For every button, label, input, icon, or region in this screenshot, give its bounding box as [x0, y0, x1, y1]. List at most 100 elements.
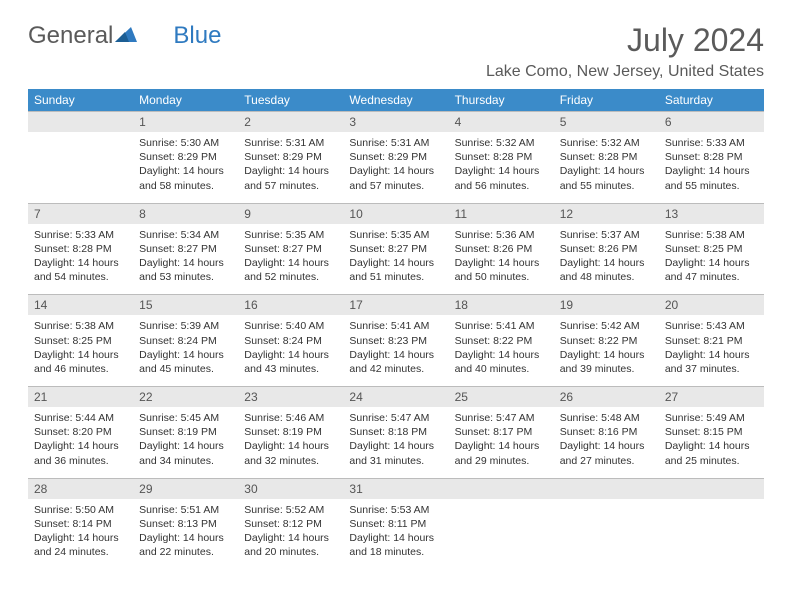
daylight-text: Daylight: 14 hours and 18 minutes. [349, 531, 442, 559]
sunset-text: Sunset: 8:21 PM [665, 334, 758, 348]
sunset-text: Sunset: 8:29 PM [349, 150, 442, 164]
day-number-row: 21222324252627 [28, 387, 764, 408]
day-data-row: Sunrise: 5:30 AMSunset: 8:29 PMDaylight:… [28, 132, 764, 203]
day-data-cell: Sunrise: 5:38 AMSunset: 8:25 PMDaylight:… [659, 224, 764, 295]
sunset-text: Sunset: 8:23 PM [349, 334, 442, 348]
day-number-cell: 20 [659, 295, 764, 316]
sunrise-text: Sunrise: 5:32 AM [560, 136, 653, 150]
day-number-cell: 10 [343, 203, 448, 224]
sunrise-text: Sunrise: 5:46 AM [244, 411, 337, 425]
sunset-text: Sunset: 8:18 PM [349, 425, 442, 439]
sunset-text: Sunset: 8:13 PM [139, 517, 232, 531]
day-data-cell: Sunrise: 5:47 AMSunset: 8:18 PMDaylight:… [343, 407, 448, 478]
sunrise-text: Sunrise: 5:50 AM [34, 503, 127, 517]
day-number-cell: 3 [343, 112, 448, 133]
header: General Blue July 2024 Lake Como, New Je… [28, 22, 764, 81]
sunset-text: Sunset: 8:28 PM [560, 150, 653, 164]
sunset-text: Sunset: 8:27 PM [139, 242, 232, 256]
day-number-cell: 8 [133, 203, 238, 224]
daylight-text: Daylight: 14 hours and 51 minutes. [349, 256, 442, 284]
sunset-text: Sunset: 8:15 PM [665, 425, 758, 439]
sunset-text: Sunset: 8:29 PM [139, 150, 232, 164]
sunrise-text: Sunrise: 5:38 AM [34, 319, 127, 333]
day-number-cell: 9 [238, 203, 343, 224]
sunset-text: Sunset: 8:19 PM [244, 425, 337, 439]
weekday-header: Saturday [659, 89, 764, 112]
calendar-header-row: SundayMondayTuesdayWednesdayThursdayFrid… [28, 89, 764, 112]
day-number-row: 123456 [28, 112, 764, 133]
day-number-cell: 28 [28, 478, 133, 499]
sunset-text: Sunset: 8:20 PM [34, 425, 127, 439]
day-data-cell: Sunrise: 5:35 AMSunset: 8:27 PMDaylight:… [343, 224, 448, 295]
daylight-text: Daylight: 14 hours and 20 minutes. [244, 531, 337, 559]
day-data-cell: Sunrise: 5:41 AMSunset: 8:23 PMDaylight:… [343, 315, 448, 386]
day-data-cell: Sunrise: 5:48 AMSunset: 8:16 PMDaylight:… [554, 407, 659, 478]
day-number-cell: 13 [659, 203, 764, 224]
day-data-row: Sunrise: 5:38 AMSunset: 8:25 PM Daylight:… [28, 315, 764, 386]
day-number-cell: 17 [343, 295, 448, 316]
day-data-row: Sunrise: 5:50 AMSunset: 8:14 PMDaylight:… [28, 499, 764, 570]
weekday-header: Thursday [449, 89, 554, 112]
day-data-cell: Sunrise: 5:31 AMSunset: 8:29 PMDaylight:… [343, 132, 448, 203]
sunrise-text: Sunrise: 5:40 AM [244, 319, 337, 333]
daylight-text: Daylight: 14 hours and 50 minutes. [455, 256, 548, 284]
day-data-cell: Sunrise: 5:49 AMSunset: 8:15 PMDaylight:… [659, 407, 764, 478]
day-number-cell: 25 [449, 387, 554, 408]
calendar-table: SundayMondayTuesdayWednesdayThursdayFrid… [28, 89, 764, 569]
day-number-cell: 2 [238, 112, 343, 133]
sunrise-text: Sunrise: 5:52 AM [244, 503, 337, 517]
day-data-cell [449, 499, 554, 570]
sunset-text: Sunset: 8:27 PM [349, 242, 442, 256]
sunset-text: Sunset: 8:28 PM [665, 150, 758, 164]
month-title: July 2024 [486, 22, 764, 59]
daylight-text: Daylight: 14 hours and 55 minutes. [665, 164, 758, 192]
brand-text-1: General [28, 22, 113, 50]
sunrise-text: Sunrise: 5:36 AM [455, 228, 548, 242]
day-data-cell [659, 499, 764, 570]
sunrise-text: Sunrise: 5:41 AM [455, 319, 548, 333]
day-number-cell: 12 [554, 203, 659, 224]
sunrise-text: Sunrise: 5:31 AM [349, 136, 442, 150]
sunrise-text: Sunrise: 5:33 AM [34, 228, 127, 242]
sunrise-text: Sunrise: 5:35 AM [244, 228, 337, 242]
weekday-header: Friday [554, 89, 659, 112]
daylight-text: Daylight: 14 hours and 43 minutes. [244, 348, 337, 376]
sunrise-text: Sunrise: 5:31 AM [244, 136, 337, 150]
daylight-text: Daylight: 14 hours and 25 minutes. [665, 439, 758, 467]
sunset-text: Sunset: 8:17 PM [455, 425, 548, 439]
daylight-text: Daylight: 14 hours and 36 minutes. [34, 439, 127, 467]
daylight-text: Daylight: 14 hours and 56 minutes. [455, 164, 548, 192]
weekday-header: Wednesday [343, 89, 448, 112]
location-text: Lake Como, New Jersey, United States [486, 63, 764, 81]
daylight-text: Daylight: 14 hours and 48 minutes. [560, 256, 653, 284]
day-data-cell: Sunrise: 5:47 AMSunset: 8:17 PMDaylight:… [449, 407, 554, 478]
sunrise-text: Sunrise: 5:41 AM [349, 319, 442, 333]
sunrise-text: Sunrise: 5:47 AM [349, 411, 442, 425]
day-data-row: Sunrise: 5:33 AMSunset: 8:28 PMDaylight:… [28, 224, 764, 295]
sunrise-text: Sunrise: 5:51 AM [139, 503, 232, 517]
sunset-text: Sunset: 8:24 PM [139, 334, 232, 348]
day-number-cell [449, 478, 554, 499]
sunrise-text: Sunrise: 5:38 AM [665, 228, 758, 242]
sunrise-text: Sunrise: 5:47 AM [455, 411, 548, 425]
sunset-text: Sunset: 8:25 PM [34, 334, 127, 348]
sunset-text: Sunset: 8:27 PM [244, 242, 337, 256]
sunrise-text: Sunrise: 5:42 AM [560, 319, 653, 333]
day-data-cell: Sunrise: 5:37 AMSunset: 8:26 PMDaylight:… [554, 224, 659, 295]
daylight-text: Daylight: 14 hours and 34 minutes. [139, 439, 232, 467]
day-number-cell: 6 [659, 112, 764, 133]
day-data-cell: Sunrise: 5:36 AMSunset: 8:26 PMDaylight:… [449, 224, 554, 295]
daylight-text: Daylight: 14 hours and 39 minutes. [560, 348, 653, 376]
daylight-text: Daylight: 14 hours and 47 minutes. [665, 256, 758, 284]
sunrise-text: Sunrise: 5:53 AM [349, 503, 442, 517]
sunrise-text: Sunrise: 5:48 AM [560, 411, 653, 425]
daylight-text: Daylight: 14 hours and 58 minutes. [139, 164, 232, 192]
daylight-text: Daylight: 14 hours and 54 minutes. [34, 256, 127, 284]
day-data-cell: Sunrise: 5:40 AMSunset: 8:24 PMDaylight:… [238, 315, 343, 386]
brand-triangle-icon [115, 25, 137, 48]
sunrise-text: Sunrise: 5:49 AM [665, 411, 758, 425]
day-data-cell: Sunrise: 5:39 AMSunset: 8:24 PMDaylight:… [133, 315, 238, 386]
day-data-cell: Sunrise: 5:32 AMSunset: 8:28 PMDaylight:… [554, 132, 659, 203]
day-number-row: 78910111213 [28, 203, 764, 224]
daylight-text: Daylight: 14 hours and 53 minutes. [139, 256, 232, 284]
